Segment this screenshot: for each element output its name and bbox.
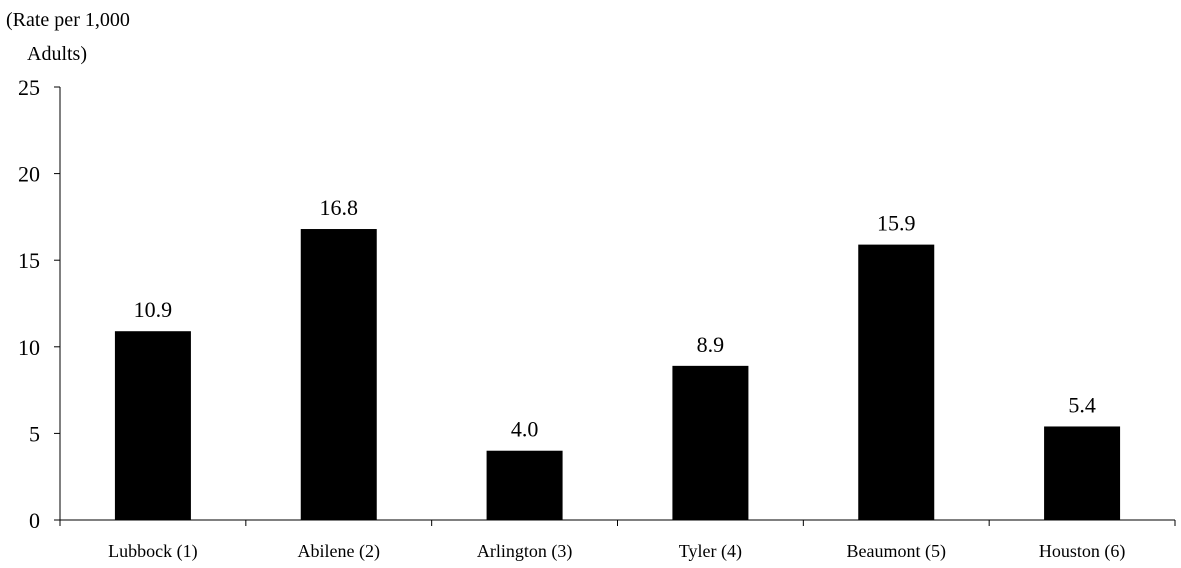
data-label: 15.9 <box>877 211 916 236</box>
x-tick-label: Lubbock (1) <box>108 541 197 562</box>
x-tick-label: Abilene (2) <box>298 541 380 562</box>
y-ticks: 0 5 10 15 20 25 <box>18 75 60 533</box>
y-tick-label: 5 <box>29 421 40 446</box>
bars <box>114 229 1121 521</box>
data-labels: 10.9 16.8 4.0 8.9 15.9 5.4 <box>134 195 1096 442</box>
bar <box>114 331 191 520</box>
y-axis-label-line-2: Adults) <box>27 43 87 65</box>
bar <box>300 229 377 521</box>
y-tick-label: 0 <box>29 508 40 533</box>
x-tick-label: Tyler (4) <box>679 541 742 562</box>
y-axis-label-line-1: (Rate per 1,000 <box>6 9 130 31</box>
bar <box>1044 426 1121 520</box>
data-label: 16.8 <box>320 195 359 220</box>
data-label: 4.0 <box>511 417 539 442</box>
axes <box>59 87 1175 521</box>
bar <box>858 244 935 520</box>
bar <box>672 365 749 520</box>
y-tick-label: 10 <box>18 335 40 360</box>
x-ticks: Lubbock (1) Abilene (2) Arlington (3) Tyler… <box>59 520 1176 562</box>
x-tick-label: Arlington (3) <box>477 541 572 562</box>
data-label: 10.9 <box>134 297 173 322</box>
y-tick-label: 15 <box>18 248 40 273</box>
x-tick-label: Beaumont (5) <box>847 541 946 562</box>
x-tick-label: Houston (6) <box>1039 541 1126 562</box>
data-label: 5.4 <box>1068 392 1096 417</box>
y-tick-label: 25 <box>18 75 40 100</box>
y-tick-label: 20 <box>18 162 40 187</box>
bar <box>486 450 563 520</box>
data-label: 8.9 <box>697 332 725 357</box>
